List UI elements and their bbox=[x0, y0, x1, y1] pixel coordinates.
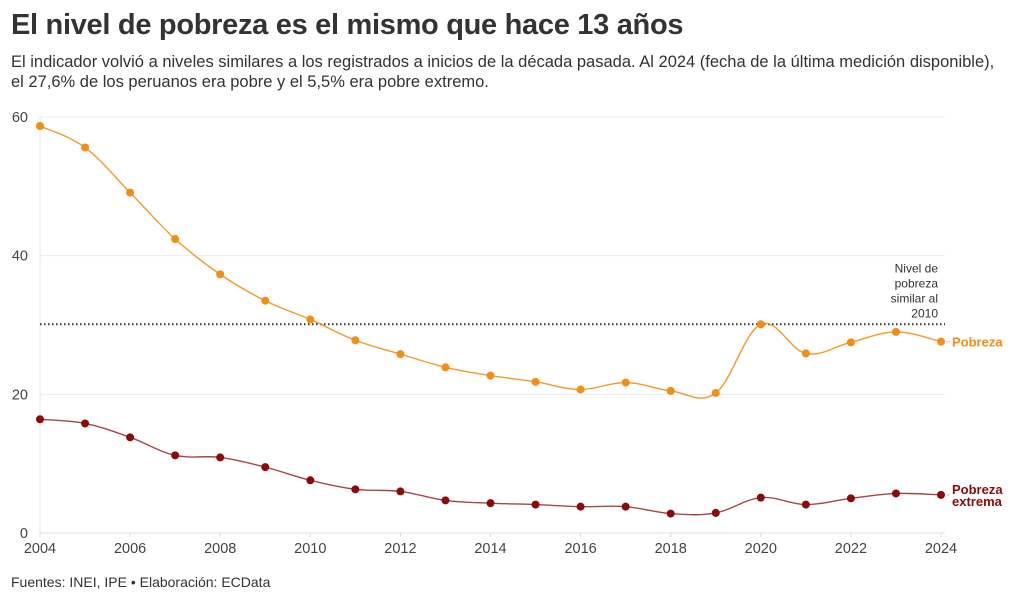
pobreza-extrema-point-2023 bbox=[891, 489, 900, 498]
pobreza-point-2015 bbox=[531, 377, 540, 386]
pobreza-point-2004 bbox=[36, 122, 44, 131]
pobreza-extrema-point-2020 bbox=[756, 493, 765, 502]
pobreza-point-2011 bbox=[351, 336, 360, 345]
y-tick-label: 40 bbox=[12, 249, 28, 265]
x-tick-label: 2008 bbox=[204, 541, 236, 557]
y-tick-label: 20 bbox=[12, 387, 28, 403]
x-axis: 2004 2006 2008 2010 2012 2014 2016 2018 2020 2022… bbox=[24, 533, 957, 557]
pobreza-point-2006 bbox=[126, 188, 135, 197]
series-group bbox=[36, 122, 945, 518]
pobreza-extrema-point-2011 bbox=[351, 485, 360, 494]
reference-annotation-line: similar al bbox=[891, 291, 938, 305]
x-tick-label: 2016 bbox=[564, 541, 596, 557]
pobreza-extrema-point-2009 bbox=[261, 463, 270, 472]
pobreza-point-2007 bbox=[171, 235, 180, 244]
pobreza-extrema-point-2016 bbox=[576, 502, 585, 511]
pobreza-point-2019 bbox=[711, 388, 720, 397]
pobreza-extrema-point-2006 bbox=[126, 433, 135, 442]
pobreza-extrema-point-2010 bbox=[306, 476, 315, 485]
pobreza-extrema-point-2018 bbox=[666, 509, 675, 518]
x-tick-label: 2018 bbox=[655, 541, 687, 557]
x-tick-label: 2024 bbox=[925, 541, 957, 557]
x-tick-label: 2006 bbox=[114, 541, 146, 557]
pobreza-point-2020 bbox=[756, 320, 765, 329]
pobreza-extrema-point-2014 bbox=[486, 499, 495, 508]
pobreza-extrema-point-2024 bbox=[937, 490, 945, 499]
x-tick-label: 2022 bbox=[835, 541, 867, 557]
pobreza-extrema-label: extrema bbox=[952, 494, 1003, 509]
pobreza-point-2012 bbox=[396, 350, 405, 359]
x-tick-label: 2012 bbox=[384, 541, 416, 557]
pobreza-extrema-point-2004 bbox=[36, 415, 44, 424]
pobreza-extrema-point-2013 bbox=[441, 496, 450, 505]
pobreza-point-2021 bbox=[801, 349, 810, 358]
reference-annotation-line: 2010 bbox=[911, 306, 938, 320]
x-tick-label: 2004 bbox=[24, 541, 56, 557]
reference-annotation-line: pobreza bbox=[895, 276, 939, 290]
pobreza-point-2017 bbox=[621, 378, 630, 387]
reference-annotation-line: Nivel de bbox=[895, 261, 939, 275]
x-tick-label: 2020 bbox=[745, 541, 777, 557]
pobreza-point-2024 bbox=[937, 337, 945, 346]
pobreza-extrema-point-2019 bbox=[711, 508, 720, 517]
pobreza-extrema-point-2015 bbox=[531, 500, 540, 509]
x-tick-label: 2010 bbox=[294, 541, 326, 557]
y-tick-label: 0 bbox=[20, 526, 28, 542]
pobreza-label: Pobreza bbox=[952, 335, 1003, 350]
pobreza-point-2009 bbox=[261, 296, 270, 305]
pobreza-extrema-label: Pobreza bbox=[952, 482, 1003, 497]
pobreza-point-2013 bbox=[441, 363, 450, 372]
pobreza-point-2018 bbox=[666, 386, 675, 395]
pobreza-point-2023 bbox=[891, 327, 900, 336]
pobreza-extrema-point-2021 bbox=[801, 500, 810, 509]
x-tick-label: 2014 bbox=[474, 541, 506, 557]
pobreza-point-2016 bbox=[576, 385, 585, 394]
pobreza-point-2008 bbox=[216, 270, 225, 279]
chart-title: El nivel de pobreza es el mismo que hace… bbox=[11, 9, 684, 41]
pobreza-extrema-point-2017 bbox=[621, 502, 630, 511]
gridlines bbox=[39, 116, 945, 534]
pobreza-point-2010 bbox=[306, 315, 315, 324]
pobreza-extrema-point-2022 bbox=[846, 494, 855, 503]
pobreza-extrema-point-2005 bbox=[81, 419, 90, 428]
pobreza-point-2005 bbox=[81, 143, 90, 152]
source-footer: Fuentes: INEI, IPE • Elaboración: ECData bbox=[11, 574, 271, 590]
pobreza-extrema-point-2008 bbox=[216, 453, 225, 462]
y-tick-label: 60 bbox=[12, 110, 28, 126]
pobreza-point-2022 bbox=[846, 338, 855, 347]
pobreza-extrema-point-2012 bbox=[396, 487, 405, 496]
y-axis: 0 20 40 60 bbox=[12, 110, 28, 542]
chart-subtitle: El indicador volvió a niveles similares … bbox=[11, 53, 995, 91]
pobreza-point-2014 bbox=[486, 371, 495, 380]
pobreza-extrema-point-2007 bbox=[171, 451, 180, 460]
